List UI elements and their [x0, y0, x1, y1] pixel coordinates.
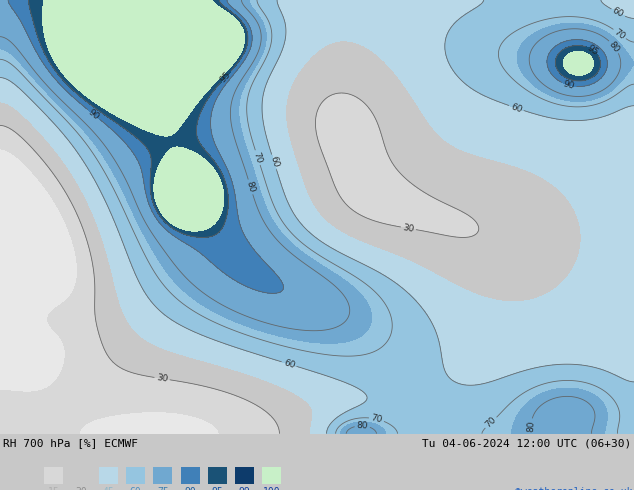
Text: 45: 45 — [103, 487, 114, 490]
Text: ©weatheronline.co.uk: ©weatheronline.co.uk — [515, 487, 632, 490]
Text: 90: 90 — [184, 487, 196, 490]
Text: 90: 90 — [86, 107, 101, 122]
Bar — [235, 467, 254, 484]
Bar — [208, 467, 227, 484]
Bar — [262, 467, 281, 484]
Text: 70: 70 — [252, 151, 264, 165]
Bar — [72, 467, 91, 484]
Bar — [44, 467, 63, 484]
Text: 30: 30 — [156, 373, 169, 384]
Text: 80: 80 — [526, 420, 536, 432]
Text: Tu 04-06-2024 12:00 UTC (06+30): Tu 04-06-2024 12:00 UTC (06+30) — [422, 438, 631, 448]
Text: 60: 60 — [611, 6, 625, 20]
Text: 70: 70 — [370, 414, 383, 425]
Text: 60: 60 — [282, 358, 296, 370]
Text: 95: 95 — [219, 70, 233, 84]
Text: 60: 60 — [130, 487, 141, 490]
Text: 95: 95 — [212, 487, 223, 490]
Text: 70: 70 — [484, 416, 498, 430]
Text: 100: 100 — [263, 487, 281, 490]
Text: 80: 80 — [356, 421, 368, 431]
Bar — [126, 467, 145, 484]
Text: 90: 90 — [562, 79, 576, 91]
Text: 80: 80 — [245, 180, 257, 194]
Text: 15: 15 — [48, 487, 60, 490]
Bar — [153, 467, 172, 484]
Text: 80: 80 — [607, 39, 621, 54]
Text: 30: 30 — [402, 223, 415, 234]
Text: 60: 60 — [268, 155, 280, 169]
Bar — [181, 467, 200, 484]
Text: 75: 75 — [157, 487, 169, 490]
Text: 70: 70 — [612, 27, 627, 41]
Bar — [99, 467, 118, 484]
Text: 60: 60 — [510, 102, 523, 114]
Text: RH 700 hPa [%] ECMWF: RH 700 hPa [%] ECMWF — [3, 438, 138, 448]
Text: 95: 95 — [585, 43, 600, 57]
Text: 99: 99 — [239, 487, 250, 490]
Text: 30: 30 — [75, 487, 87, 490]
